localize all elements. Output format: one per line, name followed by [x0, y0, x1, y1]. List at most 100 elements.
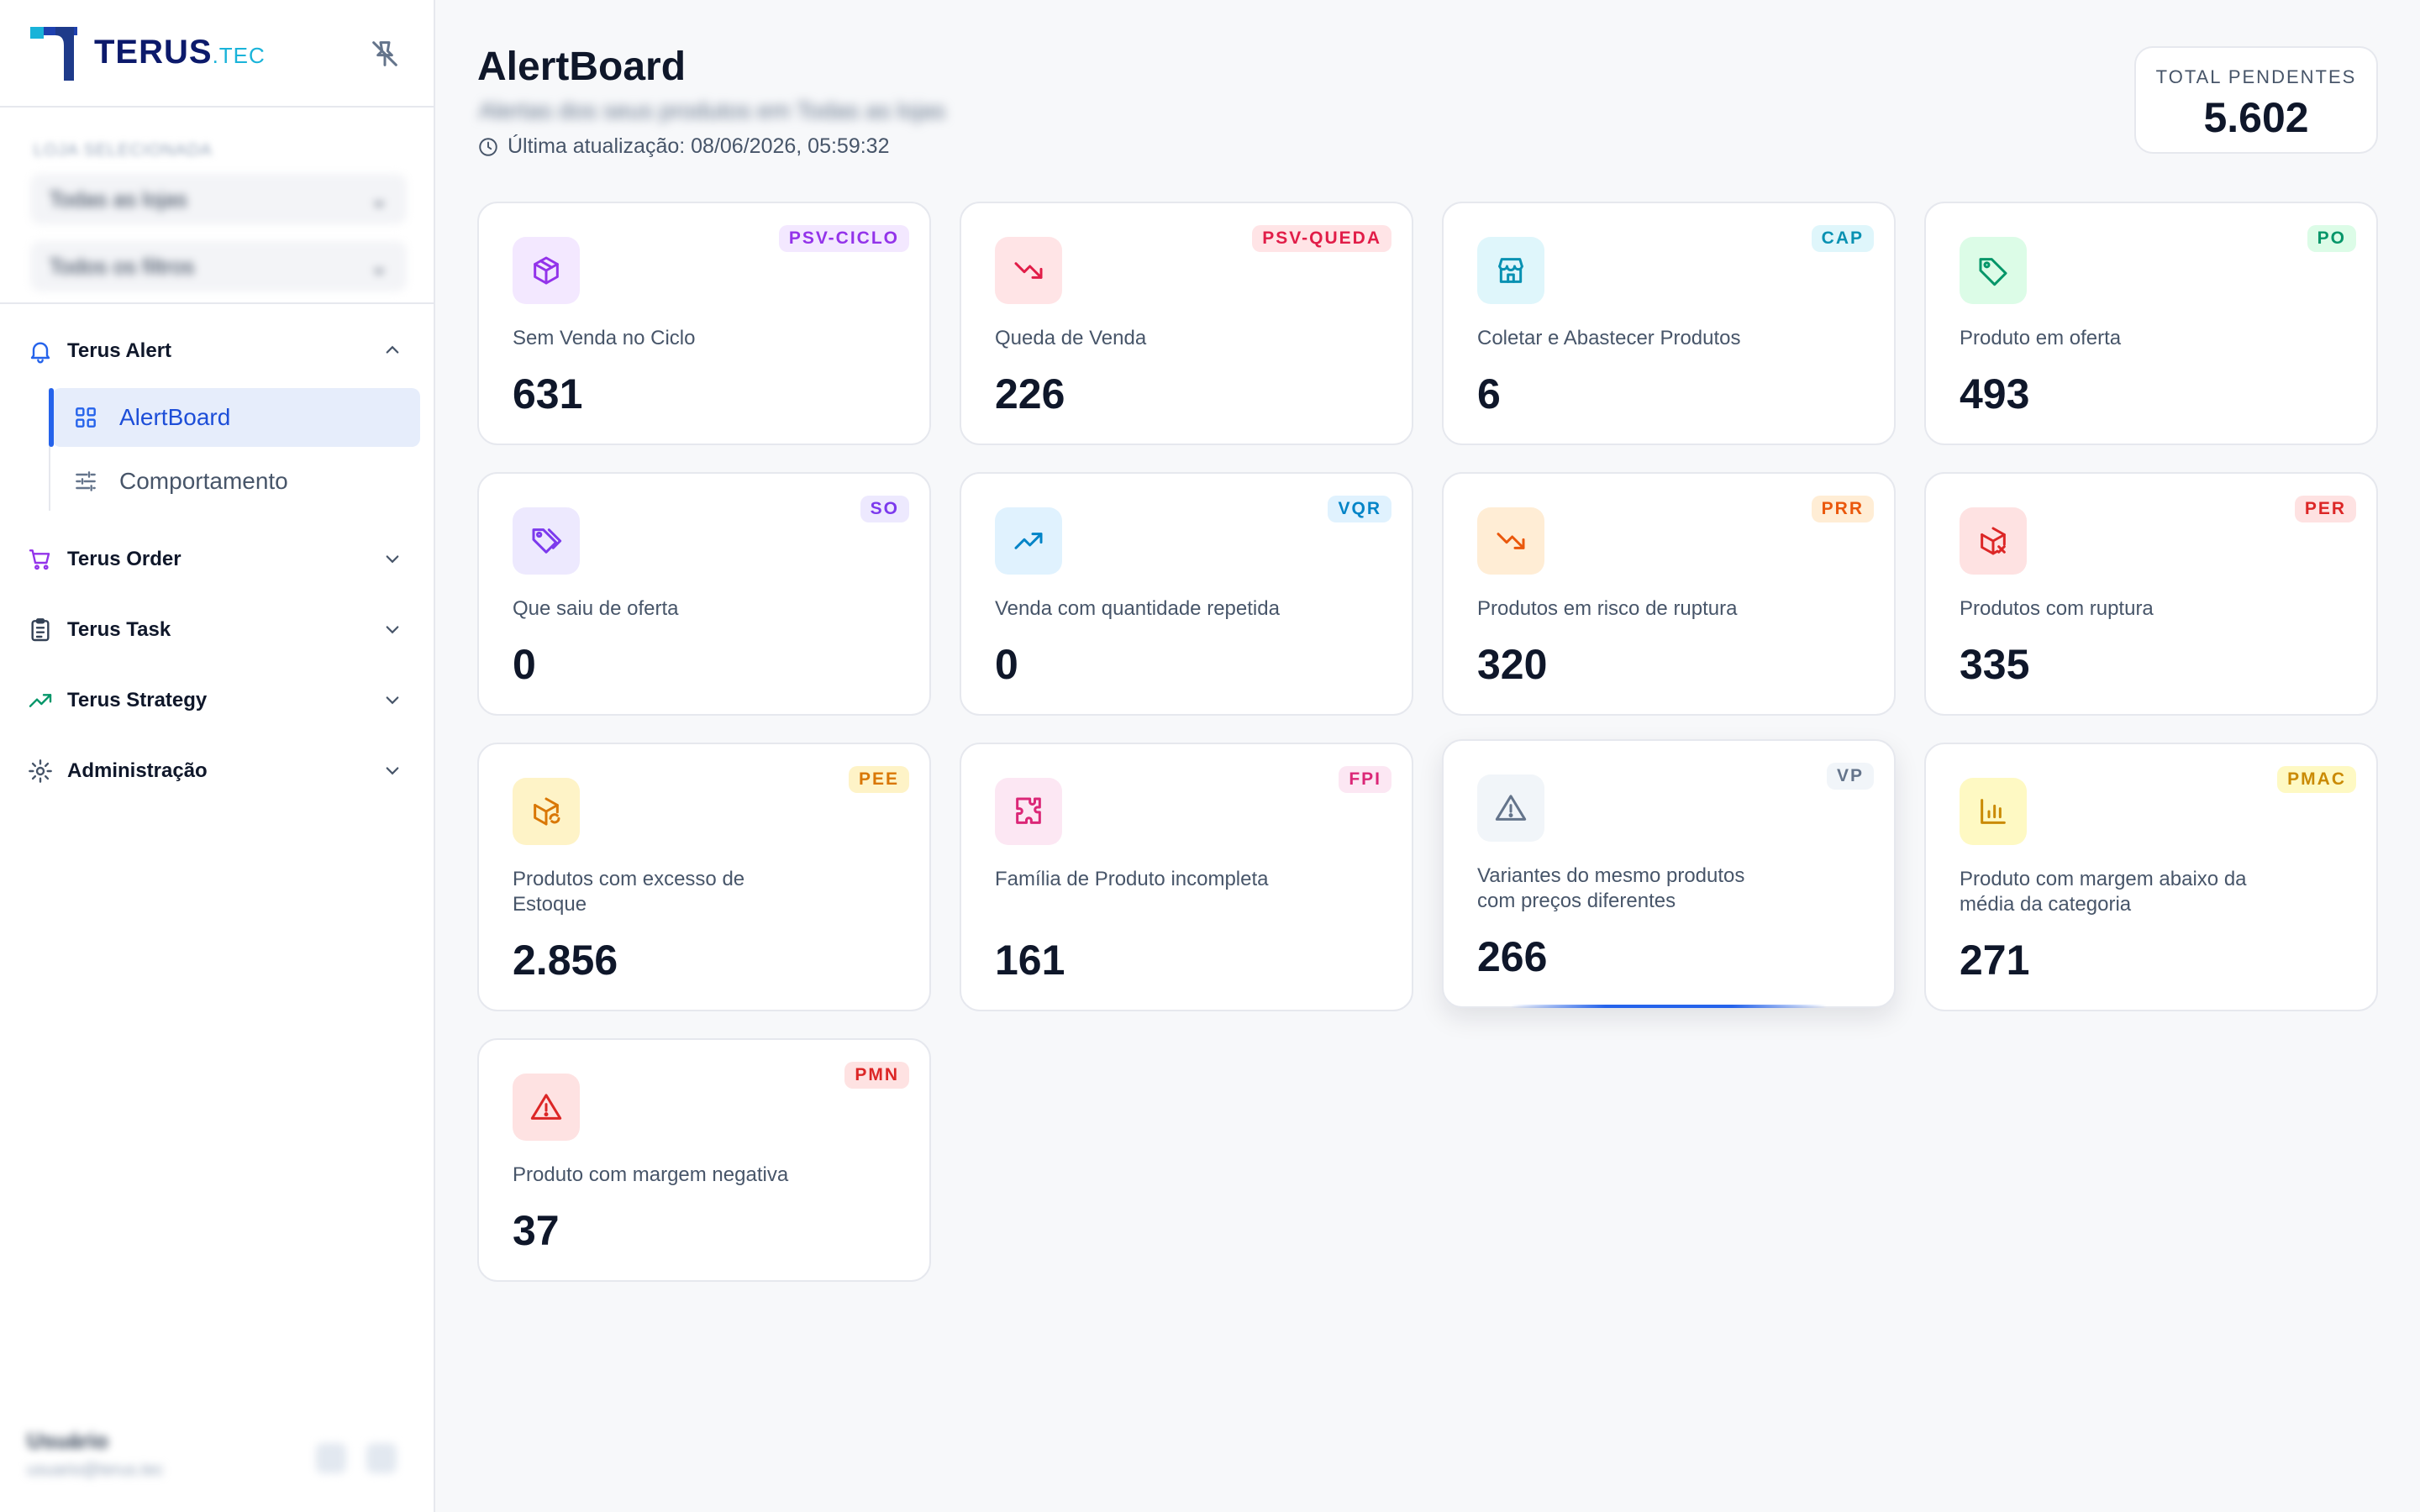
chevron-up-icon	[386, 345, 399, 354]
alert-code-badge: PMAC	[2277, 766, 2356, 793]
alert-card-label: Que saiu de oferta	[513, 597, 679, 620]
unpin-icon[interactable]	[368, 37, 402, 71]
user-name: Usuário	[27, 1428, 108, 1453]
logout-button[interactable]	[366, 1443, 397, 1473]
nav-group-terus-alert[interactable]: Terus Alert	[0, 326, 434, 376]
store-filters: LOJA SELECIONADA Todas as lojas ⌄ Todos o…	[0, 108, 434, 304]
alert-code-badge: PO	[2307, 225, 2356, 252]
alert-code-badge: PMN	[844, 1062, 909, 1089]
terus-logo-icon	[30, 27, 77, 81]
cart-icon	[29, 549, 50, 570]
alert-card-label: Produto com margem negativa	[513, 1163, 789, 1186]
alert-card-label: Queda de Venda	[995, 327, 1147, 349]
alert-code-badge: PSV-QUEDA	[1252, 225, 1392, 252]
tags-icon	[513, 507, 580, 575]
bar-chart-icon	[1960, 778, 2027, 845]
sliders-icon	[76, 471, 96, 491]
user-email: usuario@terus.tec	[27, 1461, 164, 1479]
nav-group-terus-task[interactable]: Terus Task	[0, 605, 434, 655]
sidebar-item-comportamento[interactable]: Comportamento	[52, 452, 420, 511]
nav-group-label: Terus Alert	[67, 339, 172, 362]
alert-card-so[interactable]: SO Que saiu de oferta 0	[477, 472, 931, 716]
alert-card-count: 37	[513, 1207, 560, 1254]
brand-name: TERUS.TEC	[94, 34, 266, 71]
alert-card-label: Produto em oferta	[1960, 327, 2122, 349]
alert-code-badge: SO	[860, 496, 909, 522]
theme-toggle-button[interactable]	[316, 1443, 346, 1473]
nav-group-terus-order[interactable]: Terus Order	[0, 534, 434, 585]
trend-down-icon	[1477, 507, 1544, 575]
alert-card-count: 0	[513, 641, 536, 688]
package-refresh-icon	[513, 778, 580, 845]
chevron-down-icon	[386, 555, 399, 564]
alert-card-label: Produto com margem abaixo da média da ca…	[1960, 868, 2247, 916]
alert-code-badge: PER	[2294, 496, 2356, 522]
alert-card-count: 266	[1477, 933, 1548, 980]
tag-icon	[1960, 237, 2027, 304]
trend-up-icon	[29, 694, 52, 707]
filter-label: LOJA SELECIONADA	[34, 141, 213, 160]
filter-select[interactable]: Todos os filtros ⌄	[30, 241, 407, 291]
chevron-down-icon	[386, 767, 399, 775]
alert-code-badge: FPI	[1339, 766, 1392, 793]
alert-code-badge: PRR	[1811, 496, 1874, 522]
alert-card-count: 6	[1477, 370, 1501, 417]
alert-card-pmac[interactable]: PMAC Produto com margem abaixo da média d…	[1924, 743, 2378, 1011]
nav-group-label: Terus Order	[67, 548, 182, 570]
alert-card-label: Produtos com excesso de Estoque	[513, 868, 745, 916]
alert-card-pee[interactable]: PEE Produtos com excesso de Estoque 2.856	[477, 743, 931, 1011]
alert-card-count: 320	[1477, 641, 1548, 688]
sidebar-item-label: Comportamento	[119, 468, 288, 494]
subnav-terus-alert: AlertBoard Comportamento	[49, 388, 434, 511]
puzzle-icon	[995, 778, 1062, 845]
trend-down-icon	[995, 237, 1062, 304]
alert-card-pmn[interactable]: PMN Produto com margem negativa 37	[477, 1038, 931, 1282]
bell-icon	[30, 342, 50, 364]
user-profile[interactable]: Usuário usuario@terus.tec	[27, 1428, 405, 1487]
alert-card-vp[interactable]: VP Variantes do mesmo produtos com preços…	[1442, 739, 1896, 1008]
grid-icon	[76, 407, 96, 428]
alert-card-fpi[interactable]: FPI Família de Produto incompleta 161	[960, 743, 1413, 1011]
nav-group-administracao[interactable]: Administração	[0, 746, 434, 796]
package-x-icon	[1960, 507, 2027, 575]
store-icon	[1477, 237, 1544, 304]
total-pending-value: 5.602	[2203, 94, 2309, 141]
trend-up-icon	[995, 507, 1062, 575]
page-subtitle: Alertas dos seus produtos em Todas as lo…	[479, 97, 946, 123]
alert-card-label: Sem Venda no Ciclo	[513, 327, 696, 349]
alert-card-count: 631	[513, 370, 583, 417]
alert-code-badge: CAP	[1811, 225, 1874, 252]
alert-card-count: 493	[1960, 370, 2030, 417]
alert-code-badge: PSV-CICLO	[778, 225, 909, 252]
chevron-down-icon	[386, 696, 399, 705]
alert-card-per[interactable]: PER Produtos com ruptura 335	[1924, 472, 2378, 716]
store-select[interactable]: Todas as lojas ⌄	[30, 174, 407, 224]
alert-card-count: 0	[995, 641, 1018, 688]
nav-group-terus-strategy[interactable]: Terus Strategy	[0, 675, 434, 726]
alert-card-count: 2.856	[513, 937, 618, 984]
brand-header: TERUS.TEC	[0, 0, 434, 108]
alert-card-po[interactable]: PO Produto em oferta 493	[1924, 202, 2378, 445]
sidebar-item-alertboard[interactable]: AlertBoard	[49, 388, 420, 447]
alert-card-count: 161	[995, 937, 1065, 984]
total-pending-label: TOTAL PENDENTES	[2155, 66, 2357, 87]
sidebar: TERUS.TEC LOJA SELECIONADA Todas as loja…	[0, 0, 435, 1512]
chevron-down-icon	[386, 626, 399, 634]
alert-card-label: Produtos com ruptura	[1960, 597, 2154, 620]
alert-card-count: 335	[1960, 641, 2030, 688]
alert-card-vqr[interactable]: VQR Venda com quantidade repetida 0	[960, 472, 1413, 716]
warning-icon	[1477, 774, 1544, 842]
alert-card-label: Família de Produto incompleta	[995, 868, 1269, 890]
alert-card-count: 226	[995, 370, 1065, 417]
alert-card-psv-ciclo[interactable]: PSV-CICLO Sem Venda no Ciclo 631	[477, 202, 931, 445]
alert-code-badge: VP	[1826, 763, 1874, 790]
total-pending-card: TOTAL PENDENTES 5.602	[2134, 46, 2378, 154]
main-nav: Terus Alert AlertBoard Comportamento Ter…	[0, 304, 434, 796]
alert-card-prr[interactable]: PRR Produtos em risco de ruptura 320	[1442, 472, 1896, 716]
clock-icon	[479, 137, 497, 156]
alert-card-label: Produtos em risco de ruptura	[1477, 597, 1738, 620]
alert-card-cap[interactable]: CAP Coletar e Abastecer Produtos 6	[1442, 202, 1896, 445]
nav-group-label: Terus Task	[67, 618, 171, 641]
alert-code-badge: VQR	[1328, 496, 1392, 522]
alert-card-psv-queda[interactable]: PSV-QUEDA Queda de Venda 226	[960, 202, 1413, 445]
